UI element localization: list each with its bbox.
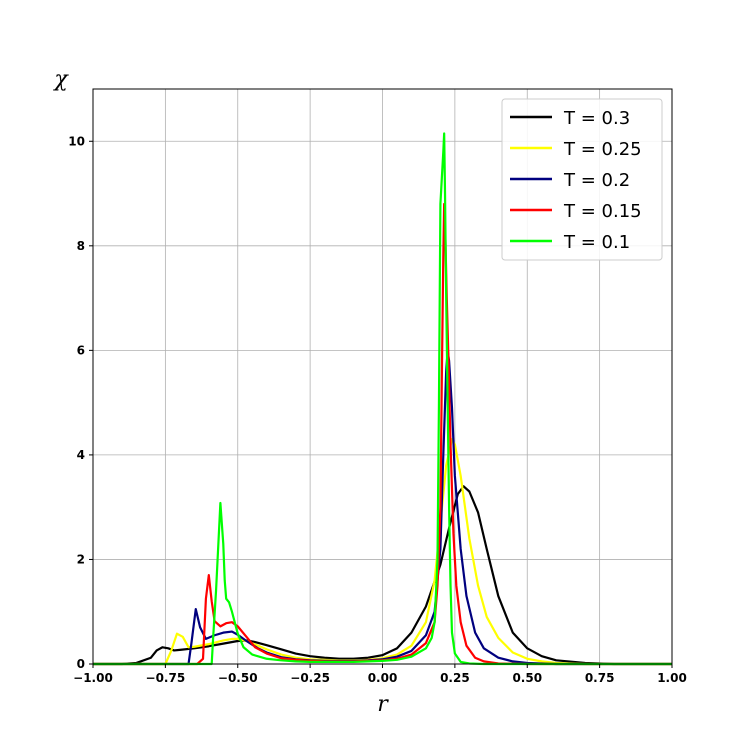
axis-ticks: −1.00 −0.75 −0.50 −0.25 0.00 0.25 0.50 0.75 1.00…	[68, 134, 687, 685]
legend-box	[501, 98, 663, 261]
x-tick-label: −0.75	[146, 671, 186, 685]
x-axis-label: r	[377, 692, 389, 717]
y-tick-label: 8	[77, 239, 85, 253]
x-tick-label: 0.75	[585, 671, 615, 685]
series-line-4	[93, 132, 672, 666]
x-tick-label: 1.00	[657, 671, 687, 685]
y-tick-label: 4	[77, 448, 85, 462]
x-tick-label: −0.25	[290, 671, 330, 685]
y-tick-label: 10	[68, 134, 85, 148]
y-tick-label: 6	[77, 343, 85, 357]
series-line-0	[93, 485, 672, 666]
x-tick-label: 0.25	[440, 671, 470, 685]
x-tick-label: −1.00	[73, 671, 113, 685]
x-tick-label: −0.50	[218, 671, 258, 685]
legend-label: T = 0.2	[563, 170, 630, 191]
x-tick-label: 0.00	[368, 671, 398, 685]
series-lines	[93, 132, 672, 666]
legend: T = 0.3 T = 0.25 T = 0.2 T = 0.15 T = 0.1	[501, 98, 663, 261]
legend-label: T = 0.1	[563, 232, 630, 253]
x-tick-label: 0.50	[512, 671, 542, 685]
legend-label: T = 0.25	[563, 139, 642, 160]
y-axis-label: χ	[52, 67, 69, 92]
y-tick-label: 0	[77, 657, 85, 671]
legend-label: T = 0.15	[563, 201, 642, 222]
legend-label: T = 0.3	[563, 108, 630, 129]
y-tick-label: 2	[77, 552, 85, 566]
